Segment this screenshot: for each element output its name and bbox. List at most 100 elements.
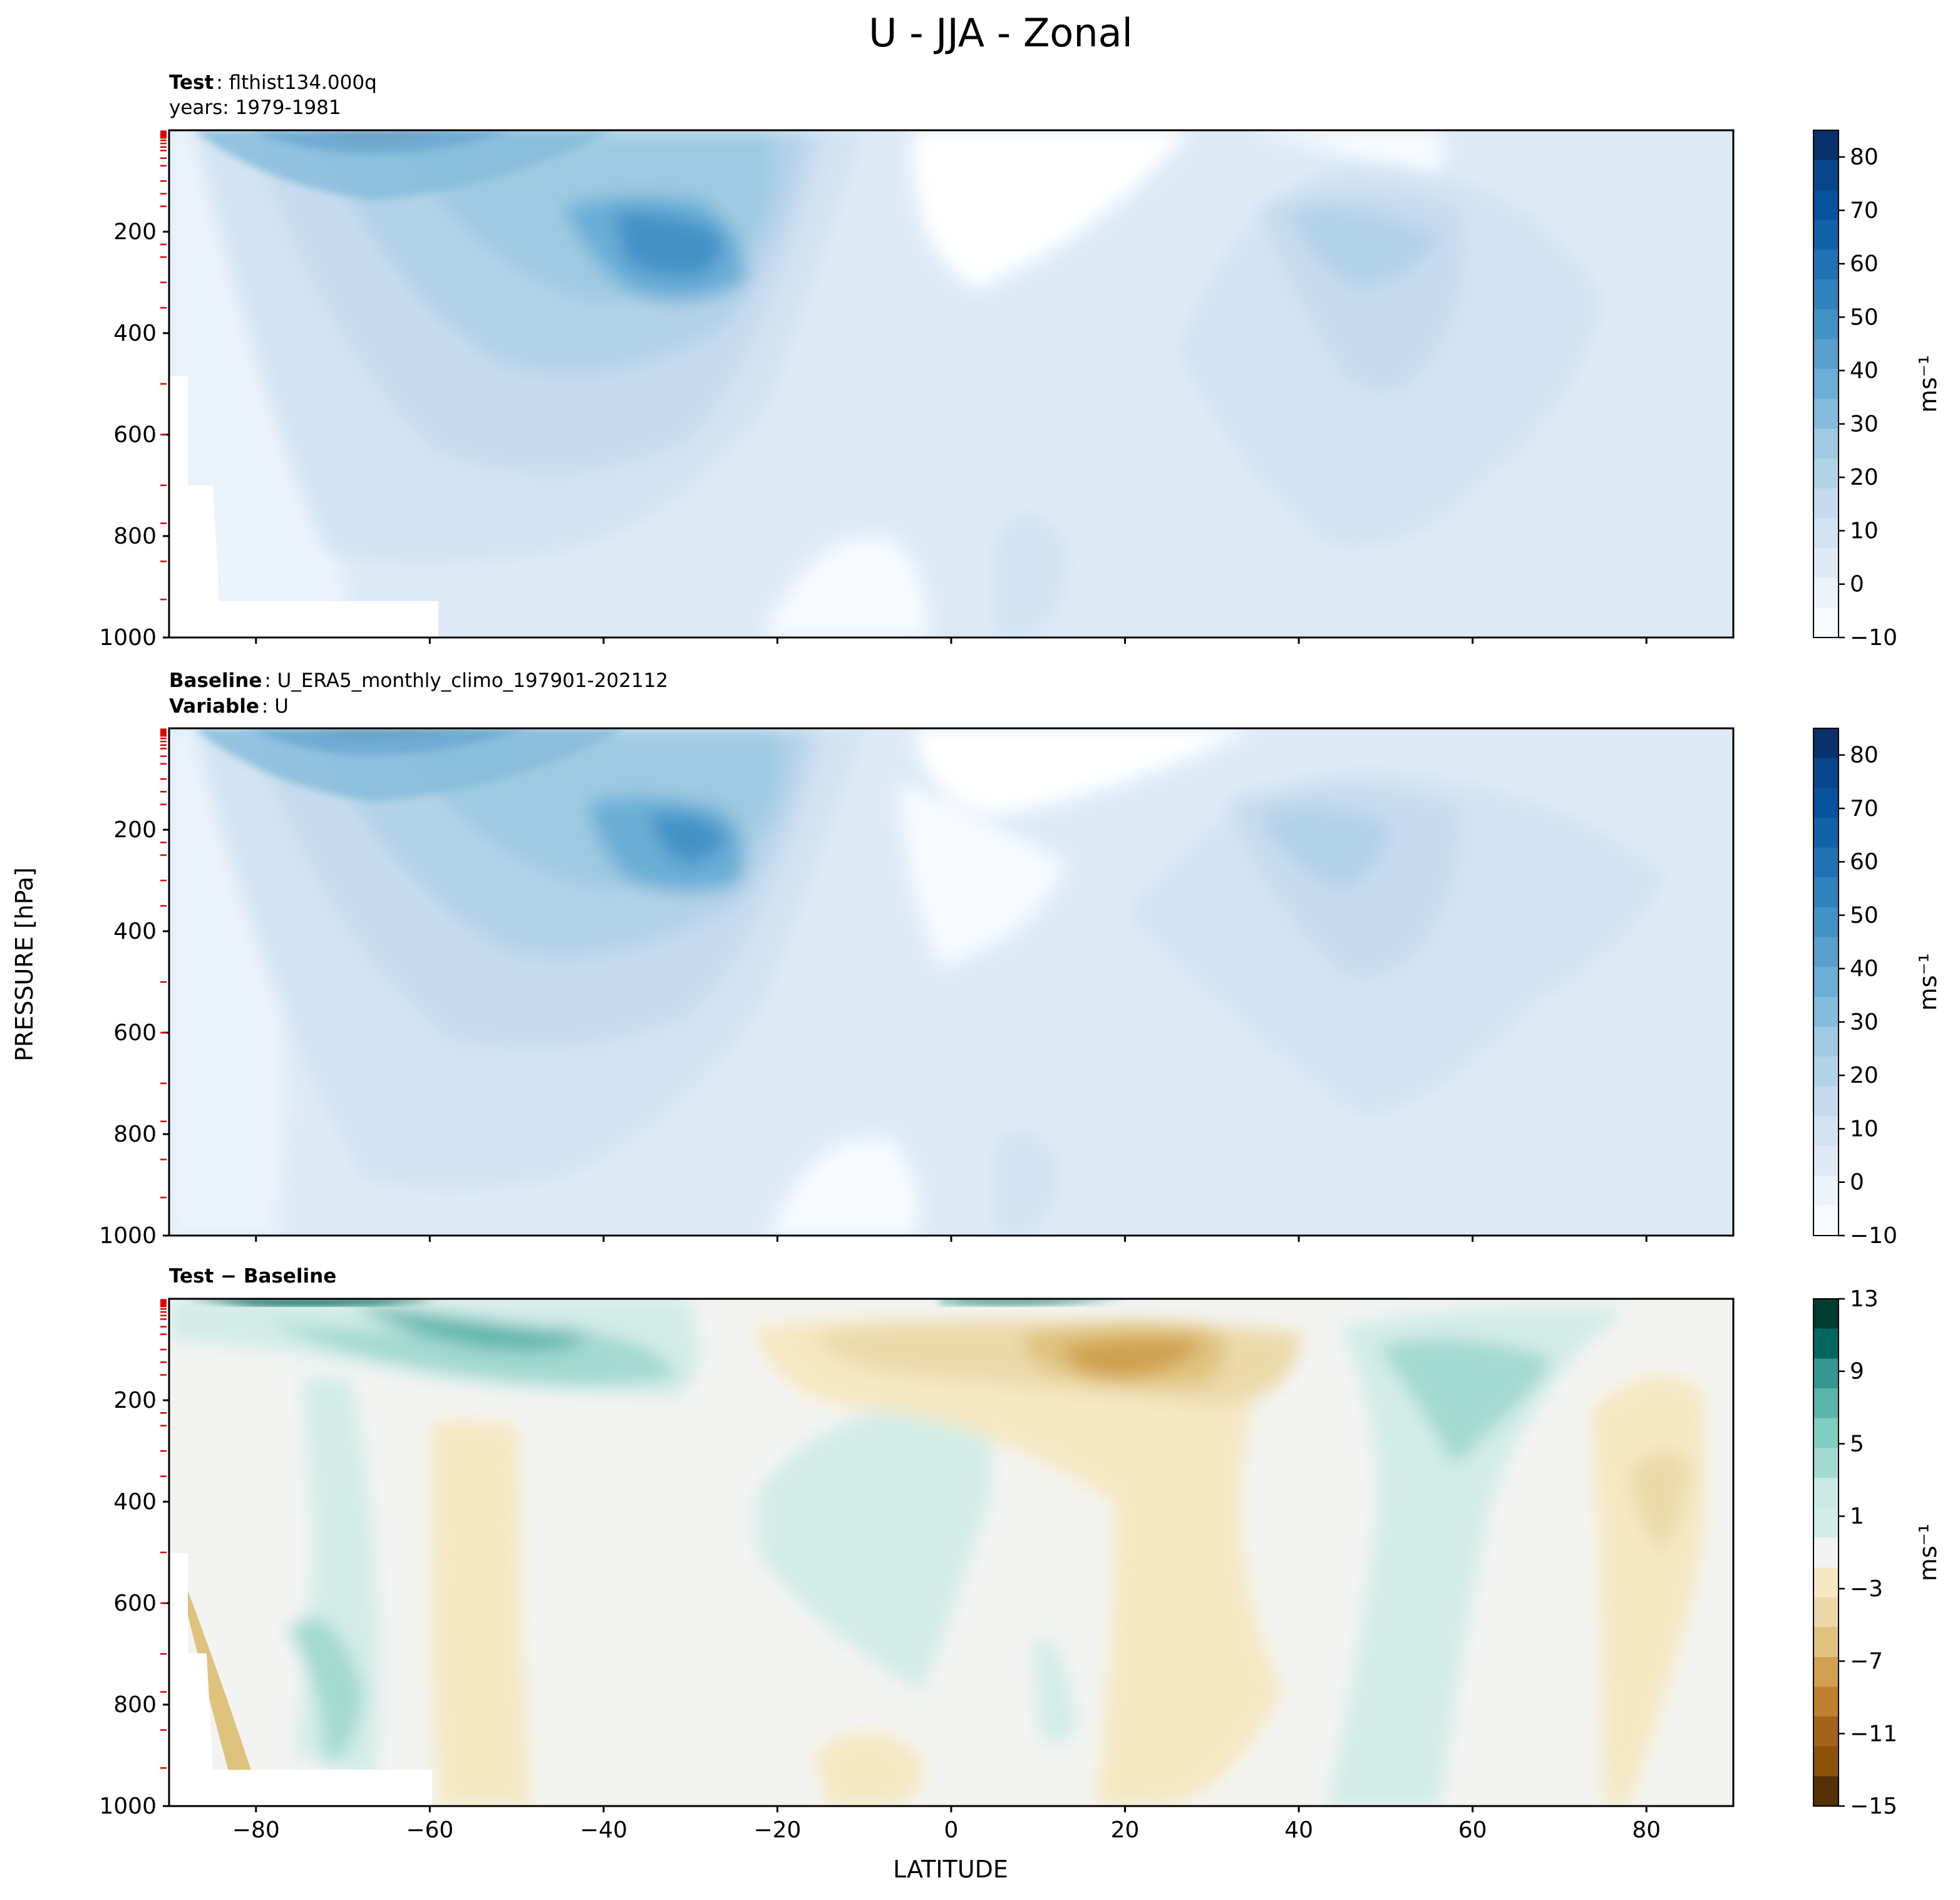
test-tropical-surface-weak bbox=[764, 537, 927, 638]
colorbar-tick-label: 30 bbox=[1850, 411, 1879, 437]
baseline-tropical-easterlies bbox=[902, 728, 1252, 814]
diff-red-level-ticks bbox=[160, 1299, 167, 1769]
colorbar-tick-label: 40 bbox=[1850, 956, 1879, 982]
y-tick-label: 1000 bbox=[99, 1223, 157, 1249]
colorbar-tick-label: 60 bbox=[1850, 849, 1879, 875]
colorbar-tick-label: 70 bbox=[1850, 796, 1879, 822]
test-label-bold: Test bbox=[169, 71, 214, 94]
test-tropical-easterlies bbox=[914, 130, 1190, 288]
colorbar-tick-label: 80 bbox=[1850, 743, 1879, 768]
x-tick-label: −80 bbox=[232, 1817, 280, 1843]
test-antarctic-mask bbox=[169, 376, 438, 638]
colorbar-tick-label: 70 bbox=[1850, 198, 1879, 224]
baseline-colorbar-ticks: −10 0 10 20 30 40 50 60 70 80 bbox=[1839, 743, 1897, 1249]
diff-nh-highlat-level2 bbox=[1628, 1451, 1691, 1553]
diff-polar-strat-core bbox=[188, 1299, 438, 1306]
y-tick-label: 400 bbox=[113, 919, 157, 944]
diff-tropical-positive bbox=[758, 1397, 993, 1691]
y-tick-label: 400 bbox=[113, 1489, 157, 1515]
test-colorbar bbox=[1813, 130, 1839, 638]
figure-title: U - JJA - Zonal bbox=[869, 10, 1133, 56]
colorbar-tick-label: 0 bbox=[1850, 1170, 1864, 1195]
baseline-colorbar-unit: ms⁻¹ bbox=[1914, 953, 1942, 1011]
colorbar-tick-label: 5 bbox=[1850, 1431, 1864, 1457]
colorbar-tick-label: 10 bbox=[1850, 1116, 1879, 1142]
colorbar-tick-label: −10 bbox=[1850, 625, 1897, 651]
colorbar-tick-label: −7 bbox=[1850, 1649, 1883, 1675]
colorbar-tick-label: −10 bbox=[1850, 1223, 1897, 1249]
colorbar-tick-label: 80 bbox=[1850, 145, 1879, 170]
y-tick-label: 600 bbox=[113, 1591, 157, 1616]
colorbar-tick-label: −11 bbox=[1850, 1721, 1897, 1747]
baseline-y-ticks: 200 400 600 800 1000 bbox=[99, 817, 169, 1249]
test-x-ticks bbox=[255, 638, 1648, 644]
baseline-red-level-ticks bbox=[160, 728, 167, 1199]
diff-sh-column-negative bbox=[430, 1419, 532, 1806]
baseline-sh-jet-max bbox=[651, 813, 726, 864]
x-tick-label: 60 bbox=[1458, 1817, 1487, 1843]
test-y-ticks: 200 400 600 800 1000 bbox=[99, 219, 169, 651]
y-tick-label: 800 bbox=[113, 1122, 157, 1147]
baseline-label-bold: Baseline bbox=[169, 669, 262, 692]
baseline-nh-jet-core bbox=[1259, 807, 1390, 889]
colorbar-tick-label: 13 bbox=[1850, 1286, 1879, 1312]
diff-colorbar-unit: ms⁻¹ bbox=[1914, 1524, 1942, 1581]
x-axis-label: LATITUDE bbox=[893, 1856, 1008, 1883]
test-tropical-weak bbox=[902, 130, 1440, 188]
y-tick-label: 400 bbox=[113, 321, 157, 346]
diff-nh-subtropical-core bbox=[1065, 1338, 1202, 1378]
diff-label: Test − Baseline bbox=[169, 1265, 336, 1288]
colorbar-tick-label: 50 bbox=[1850, 902, 1879, 928]
test-colorbar-unit: ms⁻¹ bbox=[1914, 355, 1942, 413]
y-tick-label: 1000 bbox=[99, 1794, 157, 1819]
y-tick-label: 800 bbox=[113, 1692, 157, 1718]
test-contour-field bbox=[169, 130, 1733, 638]
colorbar-tick-label: 9 bbox=[1850, 1359, 1864, 1385]
colorbar-tick-label: 1 bbox=[1850, 1504, 1864, 1529]
diff-x-ticks: −80 −60 −40 −20 0 20 40 60 80 bbox=[232, 1806, 1661, 1843]
x-tick-label: −60 bbox=[406, 1817, 453, 1843]
baseline-surface-nh-westerly bbox=[996, 1130, 1060, 1236]
diff-contour-field bbox=[169, 1299, 1733, 1806]
diff-colorbar bbox=[1813, 1298, 1839, 1807]
diff-sh-upper-level3 bbox=[351, 1303, 589, 1351]
baseline-tropical-weak bbox=[902, 783, 1065, 964]
colorbar-tick-label: 20 bbox=[1850, 1063, 1879, 1088]
diff-tropical-surface-negative bbox=[814, 1731, 927, 1806]
diff-nh-subtropical-negative bbox=[751, 1318, 1284, 1806]
y-tick-label: 800 bbox=[113, 524, 157, 549]
panel-difference: Test − Baseline bbox=[99, 1265, 1942, 1843]
y-tick-label: 1000 bbox=[99, 625, 157, 651]
test-surface-nh-westerly bbox=[996, 514, 1068, 638]
colorbar-tick-label: 10 bbox=[1850, 518, 1879, 544]
colorbar-tick-label: 30 bbox=[1850, 1009, 1879, 1035]
baseline-variable: Variable: U bbox=[169, 695, 289, 718]
baseline-variable-bold: Variable bbox=[169, 695, 259, 718]
baseline-label-value: : U_ERA5_monthly_climo_197901-202112 bbox=[264, 669, 668, 692]
baseline-contour-field bbox=[169, 728, 1733, 1236]
test-years: years: 1979-1981 bbox=[169, 96, 341, 119]
baseline-variable-value: : U bbox=[262, 695, 289, 718]
x-tick-label: 80 bbox=[1632, 1817, 1661, 1843]
y-tick-label: 600 bbox=[113, 422, 157, 448]
baseline-tropical-surface-weak bbox=[770, 1138, 917, 1236]
test-label: Test: flthist134.000q bbox=[169, 71, 377, 94]
baseline-x-ticks bbox=[255, 1236, 1648, 1242]
colorbar-tick-label: 0 bbox=[1850, 572, 1864, 597]
test-red-level-ticks bbox=[160, 130, 167, 601]
y-tick-label: 200 bbox=[113, 219, 157, 245]
x-tick-label: 40 bbox=[1284, 1817, 1313, 1843]
y-axis-label: PRESSURE [hPa] bbox=[11, 867, 38, 1061]
test-sh-jet-max bbox=[614, 212, 721, 277]
diff-antarctic-mask bbox=[169, 1553, 432, 1806]
diff-sh-column-stronger bbox=[288, 1616, 363, 1766]
x-tick-label: −40 bbox=[580, 1817, 627, 1843]
colorbar-tick-label: 40 bbox=[1850, 358, 1879, 384]
test-label-value: : flthist134.000q bbox=[216, 71, 376, 94]
colorbar-tick-label: 50 bbox=[1850, 304, 1879, 330]
test-colorbar-ticks: −10 0 10 20 30 40 50 60 70 80 bbox=[1839, 145, 1897, 651]
baseline-strat-jet-shoulder bbox=[194, 728, 626, 802]
x-tick-label: 20 bbox=[1111, 1817, 1140, 1843]
diff-y-ticks: 200 400 600 800 1000 bbox=[99, 1388, 169, 1819]
